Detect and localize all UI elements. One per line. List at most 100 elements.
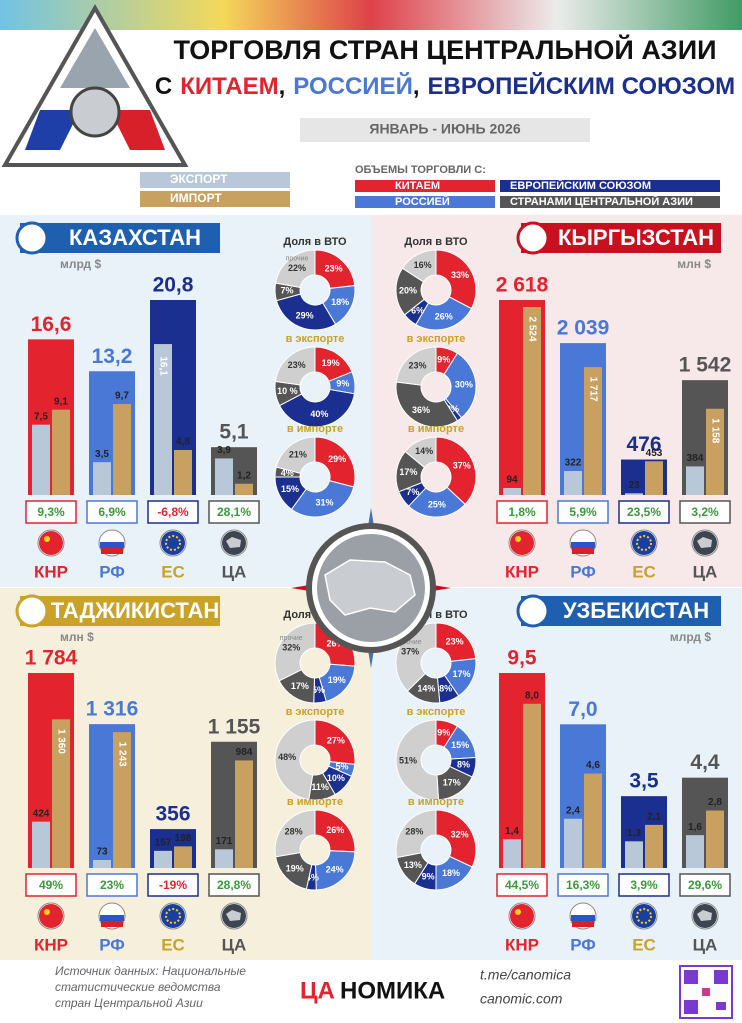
- share-slice: [435, 809, 477, 868]
- share-label: 32%: [451, 829, 469, 839]
- share-label: 17%: [399, 467, 417, 477]
- share-title: в импорте: [287, 796, 343, 808]
- bar-label: 2,1: [647, 812, 661, 823]
- partner-name: ЕС: [632, 935, 656, 954]
- title-part: ,: [279, 73, 286, 100]
- share-slice: [274, 622, 316, 682]
- share-label: 30%: [455, 380, 473, 390]
- flag-icon: [510, 531, 534, 555]
- country-panel: КЫРГЫЗСТАН млн $ 2 618 94 2 524 1,8% КНР 2 039 3…: [371, 215, 742, 587]
- telegram-link[interactable]: t.me/canomica: [480, 967, 571, 983]
- bar-label: 16,1: [157, 356, 168, 376]
- bar-label: 384: [687, 453, 704, 464]
- export-bar: [93, 462, 111, 495]
- flag-icon: [632, 904, 656, 928]
- share-label: 28%: [285, 826, 303, 836]
- flag-icon: [39, 531, 63, 555]
- partner-name: ЦА: [693, 935, 718, 954]
- flag-icon: [101, 548, 123, 554]
- share-label: 40%: [310, 409, 328, 419]
- share-label: 8%: [439, 684, 452, 694]
- share-title: в экспорте: [286, 706, 345, 718]
- share-slice: [435, 622, 477, 662]
- country-banner: [521, 596, 721, 626]
- share-label: 48%: [278, 752, 296, 762]
- growth-box: [86, 500, 138, 524]
- export-bar: [215, 458, 233, 495]
- partner-name: КНР: [34, 935, 68, 954]
- country-flag: [15, 221, 49, 255]
- share-label: 33%: [451, 270, 469, 280]
- bar-label: 73: [96, 847, 108, 858]
- partner-name: РФ: [570, 935, 596, 954]
- bar-label: 1,4: [505, 826, 519, 837]
- growth-label: 3,2%: [691, 505, 719, 519]
- growth-label: 28,1%: [217, 505, 251, 519]
- unit: млрд $: [670, 630, 711, 644]
- growth-label: 1,8%: [508, 505, 536, 519]
- growth-box: [679, 873, 731, 897]
- import-bar: [235, 760, 253, 868]
- import-bar: [706, 810, 724, 868]
- growth-box: [25, 873, 77, 897]
- bar-label: 94: [506, 475, 518, 486]
- unit: млн $: [677, 257, 711, 271]
- import-bar: [645, 824, 663, 868]
- share-label: 21%: [289, 449, 307, 459]
- growth-box: [679, 500, 731, 524]
- flag-icon: [571, 915, 595, 921]
- bar-label: 157: [155, 837, 172, 848]
- bar-label: 1,6: [688, 822, 702, 833]
- growth-box: [496, 873, 548, 897]
- country-flag: [516, 221, 550, 255]
- total-label: 2 618: [496, 274, 549, 297]
- import-bar: [706, 408, 724, 495]
- partner-name: КНР: [505, 562, 539, 581]
- total-label: 7,0: [568, 698, 597, 721]
- country-name: ТАДЖИКИСТАН: [51, 598, 220, 623]
- flag-icon: [100, 542, 124, 548]
- logo: НОМИКА: [340, 977, 445, 1004]
- import-bar: [113, 404, 131, 495]
- import-bar: [584, 773, 602, 868]
- export-bar: [503, 487, 521, 495]
- share-label: 2%: [446, 404, 459, 414]
- growth-box: [147, 500, 199, 524]
- bar-label: 171: [216, 836, 233, 847]
- share-label: 9%: [437, 727, 450, 737]
- bar-label: 3,5: [95, 449, 109, 460]
- share-label: 17%: [452, 669, 470, 679]
- title-part: ЕВРОПЕЙСКИМ СОЮЗОМ: [427, 72, 735, 100]
- legend-ca: СТРАНАМИ ЦЕНТРАЛЬНОЙ АЗИИ: [510, 195, 693, 208]
- share-label: 51%: [399, 755, 417, 765]
- partner-name: ЕС: [161, 935, 185, 954]
- bar-label: 2,8: [708, 797, 722, 808]
- flag-icon: [515, 909, 521, 915]
- total-label: 3,5: [629, 770, 659, 793]
- total-label: 1 155: [208, 715, 261, 738]
- share-label: 9%: [336, 378, 349, 388]
- share-label: 23%: [408, 360, 426, 370]
- growth-label: 5,9%: [569, 505, 597, 519]
- export-bar: [93, 860, 111, 868]
- growth-label: 23%: [100, 878, 124, 892]
- flag-icon: [515, 536, 521, 542]
- share-slice: [275, 293, 337, 331]
- share-label: 16%: [414, 260, 432, 270]
- share-label: 7%: [406, 487, 419, 497]
- share-slice: [275, 436, 316, 474]
- import-bar: [174, 846, 192, 868]
- site-link[interactable]: canomic.com: [480, 991, 563, 1007]
- share-label: 26%: [435, 311, 453, 321]
- title-line1: ТОРГОВЛЯ СТРАН ЦЕНТРАЛЬНОЙ АЗИИ: [173, 34, 716, 65]
- bar-label: 322: [565, 458, 582, 469]
- total-label: 356: [155, 803, 190, 826]
- share-title: Доля в ВТО: [283, 236, 347, 248]
- total-label: 20,8: [153, 274, 194, 297]
- export-bar: [32, 821, 50, 868]
- share-label: 13%: [404, 860, 422, 870]
- share-label: 15%: [281, 484, 299, 494]
- flag-icon: [101, 921, 123, 927]
- share-label: 18%: [331, 297, 349, 307]
- share-slice: [395, 809, 437, 859]
